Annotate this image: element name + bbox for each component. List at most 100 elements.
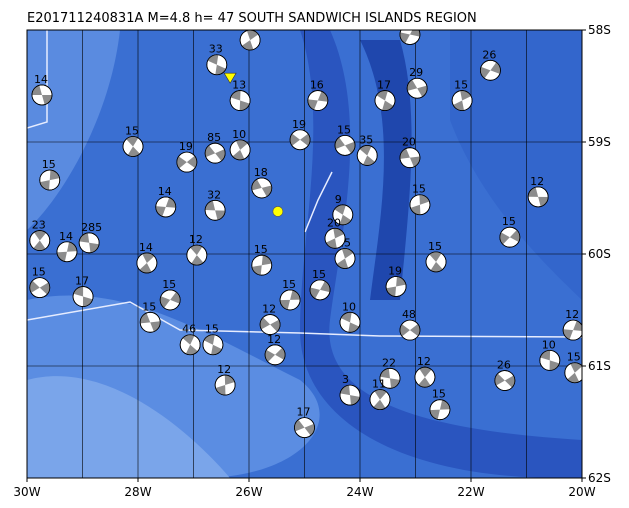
compression-quadrant — [33, 240, 46, 251]
depth-label: 12 — [417, 355, 431, 368]
focal-mechanism — [294, 417, 315, 439]
compression-quadrant — [376, 90, 388, 101]
compression-quadrant — [241, 40, 254, 51]
focal-mechanism — [259, 314, 281, 335]
focal-mechanism — [39, 169, 61, 191]
compression-quadrant — [127, 146, 140, 157]
focal-mechanism — [339, 311, 361, 333]
compression-quadrant — [31, 85, 42, 95]
depth-label: 85 — [207, 131, 221, 144]
compression-quadrant — [89, 242, 100, 253]
depth-label: 11 — [372, 378, 386, 391]
focal-mechanism — [206, 54, 228, 76]
beachball-outline — [385, 276, 407, 297]
depth-label: 15 — [312, 268, 326, 281]
compression-quadrant — [570, 362, 582, 373]
depth-label: 15 — [254, 243, 268, 256]
compression-quadrant — [490, 62, 501, 74]
beachball-outline — [39, 169, 61, 191]
depth-label: 3 — [342, 373, 349, 386]
compression-quadrant — [350, 395, 360, 406]
compression-quadrant — [260, 317, 271, 330]
depth-label: 15 — [282, 278, 296, 291]
depth-label: 15 — [502, 215, 516, 228]
depth-label: 35 — [359, 133, 373, 146]
compression-quadrant — [290, 133, 301, 146]
lon-tick-label: 30W — [13, 485, 40, 499]
compression-quadrant — [142, 252, 155, 263]
compression-quadrant — [504, 375, 515, 388]
focal-mechanism — [307, 90, 329, 111]
depth-label: 19 — [179, 140, 193, 153]
compression-quadrant — [373, 399, 386, 410]
volcano-marker — [223, 72, 237, 84]
focal-mechanism — [78, 232, 100, 254]
compression-quadrant — [49, 170, 60, 181]
focal-mechanism — [414, 366, 436, 388]
beachball-outline — [56, 241, 78, 263]
compression-quadrant — [160, 296, 171, 308]
beachball-outline — [374, 90, 396, 111]
compression-quadrant — [429, 409, 440, 420]
depth-label: 17 — [377, 79, 391, 92]
compression-quadrant — [186, 155, 197, 168]
map-background: 14 15 15 19 285 23 14 15 17 14 14 85 33 11 15 29 17 15 26 2… — [27, 30, 582, 478]
focal-mechanism — [202, 334, 224, 356]
beachball-outline — [339, 311, 361, 333]
depth-label: 19 — [388, 264, 402, 277]
depth-label: 14 — [59, 230, 73, 243]
focal-mechanism — [406, 77, 428, 99]
focal-mechanism — [204, 199, 226, 221]
beachball-outline — [339, 384, 361, 406]
beachball-outline — [186, 244, 208, 266]
compression-quadrant — [79, 232, 90, 243]
beachball-outline — [229, 90, 251, 111]
beachball-outline — [399, 30, 421, 45]
focal-mechanism — [159, 289, 181, 311]
lat-tick-label: 60S — [588, 247, 611, 261]
beachball-outline — [229, 139, 251, 161]
depth-label: 15 — [32, 266, 46, 279]
compression-quadrant — [251, 179, 262, 191]
compression-quadrant — [215, 210, 226, 221]
beachball-outline — [139, 311, 161, 333]
lon-tick-label: 24W — [346, 485, 373, 499]
compression-quadrant — [190, 245, 203, 256]
compression-quadrant — [66, 241, 77, 252]
station-marker — [272, 206, 284, 217]
depth-label: 15 — [432, 388, 446, 401]
compression-quadrant — [261, 185, 272, 197]
focal-mechanism — [499, 226, 521, 248]
compression-quadrant — [320, 281, 331, 293]
depth-label: 12 — [189, 233, 203, 246]
depth-label: 16 — [310, 79, 324, 92]
focal-mechanism — [136, 252, 158, 274]
beachball-outline — [78, 232, 100, 254]
compression-quadrant — [335, 137, 346, 149]
focal-mechanism — [139, 311, 161, 333]
compression-quadrant — [230, 90, 241, 101]
compression-quadrant — [528, 187, 539, 197]
beachball-outline — [159, 289, 181, 311]
focal-mechanism — [564, 362, 582, 384]
beachball-outline — [409, 194, 431, 216]
compression-quadrant — [563, 329, 574, 340]
compression-quadrant — [56, 251, 67, 262]
compression-quadrant — [294, 419, 305, 432]
depth-label: 15 — [337, 123, 351, 136]
depth-label: 20 — [327, 216, 341, 229]
focal-mechanism — [374, 90, 396, 111]
compression-quadrant — [126, 136, 139, 147]
focal-mechanism — [332, 204, 354, 226]
compression-quadrant — [280, 299, 291, 310]
beachball-outline — [425, 251, 447, 273]
depth-label: 14 — [139, 241, 153, 254]
focal-mechanism — [214, 374, 236, 396]
beachball-outline — [155, 196, 177, 218]
beachball-outline — [414, 366, 436, 388]
compression-quadrant — [386, 286, 397, 297]
depth-label: 18 — [254, 166, 268, 179]
depth-label: 285 — [81, 221, 102, 234]
depth-label: 9 — [335, 193, 342, 206]
focal-mechanism — [334, 134, 356, 156]
